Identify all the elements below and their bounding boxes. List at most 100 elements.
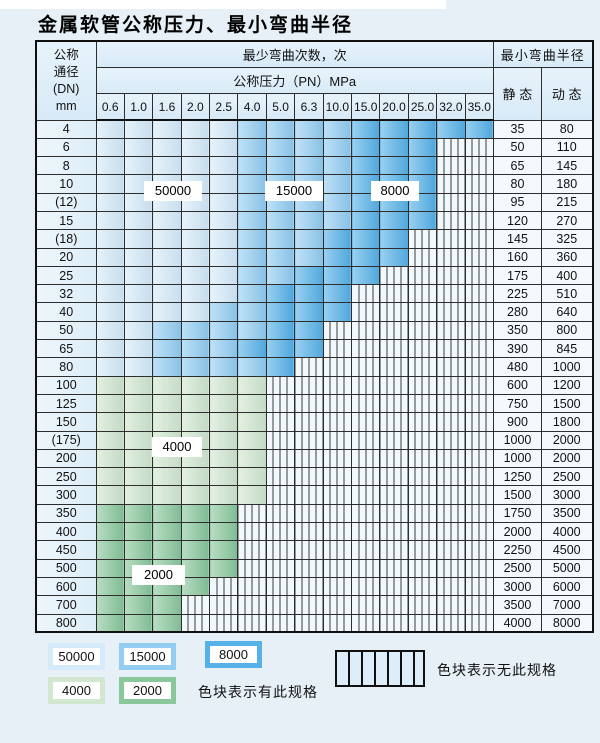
static-radius-cell: 600 [492,375,542,395]
pressure-col-header: 6.3 [294,93,324,121]
dynamic-radius-cell: 640 [540,302,594,322]
spec-cell [152,339,182,359]
dn-cell: 700 [35,595,97,615]
table-row: 50 350 800 [35,320,594,341]
static-column-header: 静 态 [492,67,542,121]
dn-cell: 80 [35,357,97,377]
spec-cell [152,119,182,139]
spec-cell [209,119,239,139]
dn-cell: 32 [35,284,97,304]
no-spec-cell [294,522,324,542]
no-spec-cell [351,467,381,487]
spec-cell [407,210,438,231]
cycle-count-label: 4000 [152,437,202,457]
spec-cell [180,320,211,341]
spec-cell [209,174,239,194]
spec-cell [95,393,125,414]
no-spec-cell [265,375,296,395]
no-spec-cell [436,284,466,304]
static-radius-cell: 1250 [492,467,542,487]
no-spec-cell [407,503,438,524]
no-spec-cell [464,558,494,578]
spec-cell [95,576,125,597]
no-spec-cell [265,503,296,524]
dynamic-radius-cell: 510 [540,284,594,304]
no-spec-cell [322,448,353,469]
spec-cell [322,156,353,176]
dn-cell: (12) [35,192,97,212]
spec-cell [237,302,267,322]
static-radius-cell: 35 [492,119,542,139]
spec-cell [209,137,239,158]
spec-cell [180,375,211,395]
nominal-pressure-header: 公称压力（PN）MPa [95,67,494,94]
spec-cell [322,210,353,231]
spec-cell [123,503,154,524]
pressure-col-header: 15.0 [351,93,381,121]
no-spec-cell [407,247,438,267]
spec-cell [152,156,182,176]
spec-cell [180,265,211,286]
spec-cell [123,137,154,158]
spec-cell [407,156,438,176]
table-row: 15 120 270 [35,210,594,231]
no-spec-cell [294,412,324,432]
no-spec-cell [436,595,466,615]
spec-cell [95,192,125,212]
no-spec-cell [180,595,211,615]
spec-cell [95,229,125,249]
spec-cell [379,119,409,139]
no-spec-cell [265,412,296,432]
no-spec-cell [436,174,466,194]
dynamic-radius-cell: 7000 [540,595,594,615]
no-spec-cell [379,412,409,432]
cycle-count-label: 2000 [132,565,185,585]
no-spec-cell [265,467,296,487]
spec-cell [95,302,125,322]
no-spec-cell [351,302,381,322]
dn-cell: 300 [35,485,97,505]
spec-cell [294,119,324,139]
spec-cell [237,485,267,505]
legend-no-spec-label: 色块表示无此规格 [437,662,557,678]
static-radius-cell: 4000 [492,613,542,633]
static-radius-cell: 480 [492,357,542,377]
dn-cell: 400 [35,522,97,542]
spec-cell [123,448,154,469]
no-spec-cell [351,576,381,597]
table-row: 600 3000 6000 [35,576,594,597]
no-spec-cell [379,503,409,524]
no-spec-cell [407,357,438,377]
no-spec-cell [407,613,438,633]
spec-cell [237,247,267,267]
spec-cell [152,522,182,542]
spec-cell [180,119,211,139]
spec-cell [294,210,324,231]
no-spec-cell [351,393,381,414]
spec-cell [209,540,239,560]
dn-cell: 200 [35,448,97,469]
legend-swatch-2000: 2000 [119,677,176,704]
static-radius-cell: 225 [492,284,542,304]
spec-cell [123,430,154,450]
no-spec-cell [407,448,438,469]
dynamic-column-header: 动 态 [540,67,594,121]
spec-cell [123,320,154,341]
legend-swatch-value: 2000 [124,682,171,699]
spec-cell [237,357,267,377]
dynamic-radius-cell: 145 [540,156,594,176]
table-row: 25 175 400 [35,265,594,286]
no-spec-cell [379,558,409,578]
table-row: 40 280 640 [35,302,594,322]
spec-cell [95,265,125,286]
spec-cell [180,503,211,524]
spec-cell [95,503,125,524]
spec-cell [209,320,239,341]
spec-cell [209,375,239,395]
spec-cell [237,137,267,158]
dynamic-radius-cell: 180 [540,174,594,194]
no-spec-cell [237,595,267,615]
no-spec-cell [379,357,409,377]
table-row: 125 750 1500 [35,393,594,414]
spec-cell [123,210,154,231]
